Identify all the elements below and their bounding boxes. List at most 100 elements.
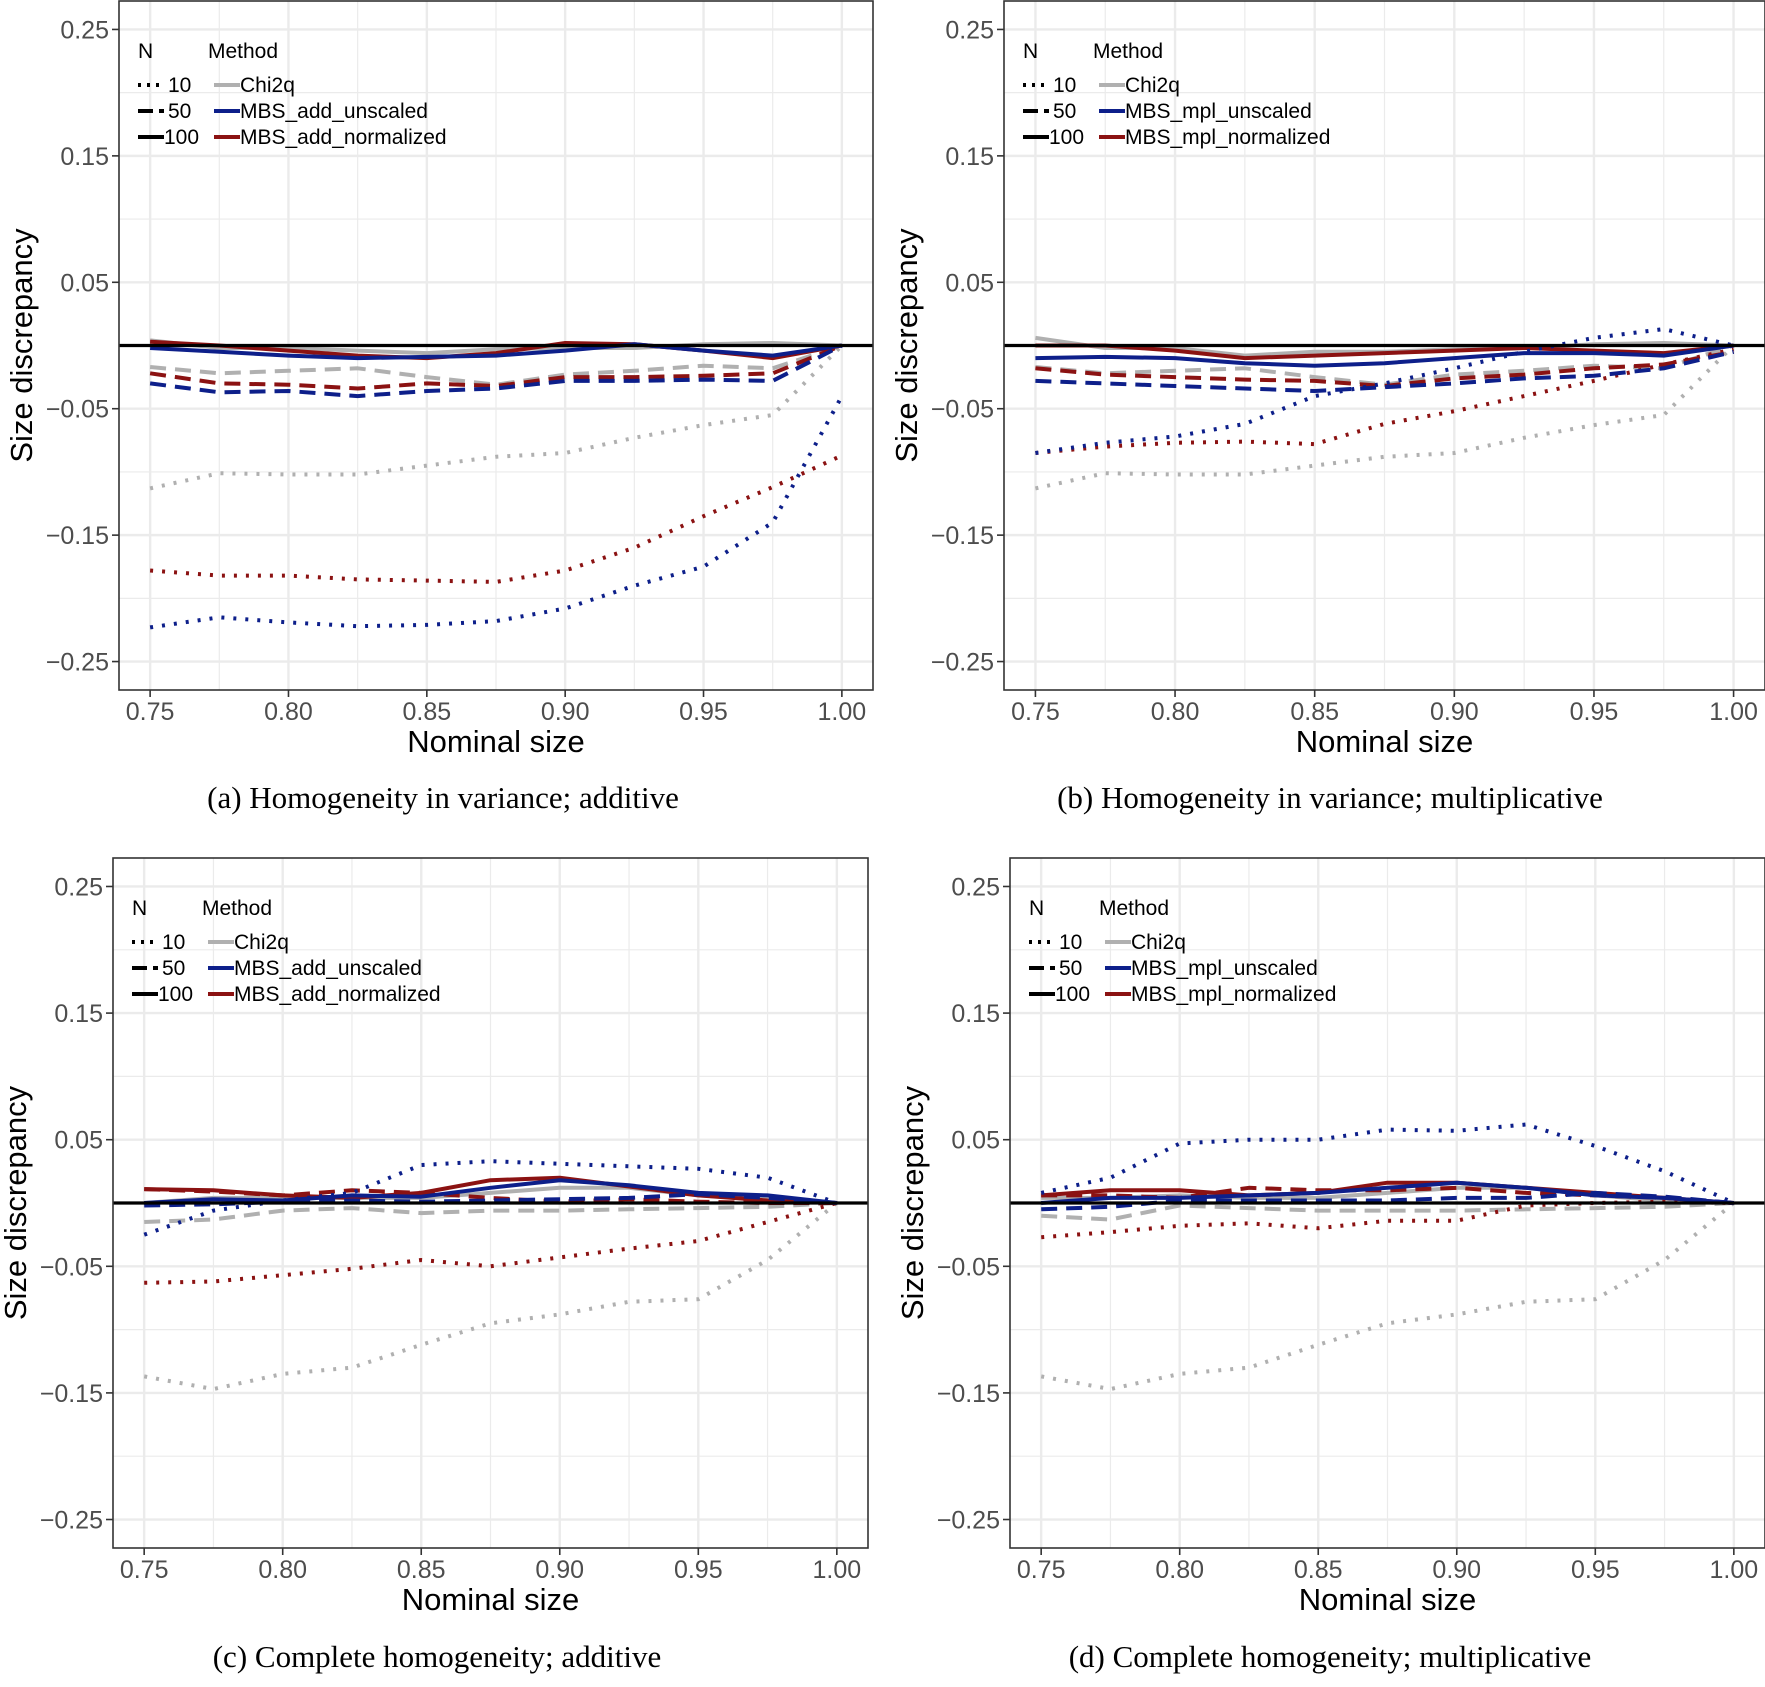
series-line-mbs-add-normalized-n10: [149, 453, 843, 584]
series-line-mbs-mpl-normalized-n100: [1035, 343, 1734, 361]
series-line-mbs-add-normalized-n50: [149, 343, 843, 391]
legend-label-method-3: MBS_add_normalized: [234, 983, 441, 1006]
y-tick-label: 0.25: [945, 16, 994, 44]
series-line-mbs-add-unscaled-n100: [149, 342, 843, 361]
y-axis-title: Size discrepancy: [4, 228, 39, 463]
y-tick-label: 0.25: [951, 873, 1000, 901]
series-lines: [1034, 327, 1736, 491]
x-tick-label: 0.80: [258, 1556, 307, 1584]
y-tick-label: 0.05: [54, 1127, 103, 1155]
legend-label-method-1: Chi2q: [234, 931, 289, 954]
series-lines: [149, 338, 844, 630]
y-tick-label: −0.15: [931, 522, 994, 550]
y-tick-label: 0.05: [60, 269, 109, 297]
y-tick-label: −0.05: [40, 1253, 103, 1281]
y-tick-label: −0.15: [40, 1380, 103, 1408]
y-tick-label: 0.15: [951, 1000, 1000, 1028]
x-tick-label: 0.80: [264, 698, 313, 726]
y-axis-title: Size discrepancy: [0, 1085, 33, 1320]
legend-label-n50: 50: [168, 100, 191, 123]
series-line-mbs-add-unscaled-n10: [143, 1159, 838, 1237]
series-line-mbs-add-unscaled-n100: [144, 1178, 838, 1205]
x-tick-label: 0.85: [1290, 698, 1339, 726]
x-tick-label: 0.75: [1011, 698, 1060, 726]
x-tick-label: 0.75: [120, 1556, 169, 1584]
legend-title-n: N: [1029, 897, 1044, 920]
x-tick-label: 0.90: [1432, 1556, 1481, 1584]
y-tick-label: 0.15: [60, 143, 109, 171]
x-tick-label: 0.85: [397, 1556, 446, 1584]
legend-label-n100: 100: [1049, 126, 1084, 149]
x-axis-title: Nominal size: [407, 724, 584, 759]
x-tick-label: 0.95: [1571, 1556, 1620, 1584]
x-tick-label: 0.85: [402, 698, 451, 726]
chart-panel-b: 0.75 0.80 0.85 0.90 0.95 1.00 0.25 0.15 0.05 −0.0…: [889, 0, 1765, 815]
legend-label-method-3: MBS_mpl_normalized: [1125, 126, 1330, 149]
x-tick-label: 0.95: [674, 1556, 723, 1584]
x-tick-label: 0.85: [1294, 1556, 1343, 1584]
panel-caption: (b) Homogeneity in variance; multiplicat…: [1057, 780, 1603, 815]
legend-label-n50: 50: [162, 957, 185, 980]
x-tick-label: 1.00: [1709, 698, 1758, 726]
panel-caption: (d) Complete homogeneity; multiplicative: [1069, 1639, 1592, 1674]
legend-label-n100: 100: [158, 983, 193, 1006]
x-tick-label: 1.00: [1709, 1556, 1758, 1584]
legend: N Method 10 Chi2q 50 MBS_mpl_unscaled 100 MBS_m…: [1029, 897, 1336, 1006]
x-tick-label: 0.95: [679, 698, 728, 726]
y-tick-label: 0.15: [54, 1000, 103, 1028]
chart-panel-d: 0.75 0.80 0.85 0.90 0.95 1.00 0.25 0.15 0.05 −0.0…: [895, 857, 1765, 1674]
series-line-mbs-mpl-normalized-n50: [1035, 349, 1734, 388]
legend-label-method-1: Chi2q: [1125, 74, 1180, 97]
y-tick-label: −0.25: [46, 649, 109, 677]
legend-title-method: Method: [202, 897, 272, 920]
chart-panel-c: 0.75 0.80 0.85 0.90 0.95 1.00 0.25 0.15 0.05 −0.0…: [0, 857, 869, 1674]
x-tick-label: 0.90: [1430, 698, 1479, 726]
legend-label-n10: 10: [1059, 931, 1082, 954]
x-axis-title: Nominal size: [1299, 1582, 1476, 1617]
y-tick-label: −0.15: [46, 522, 109, 550]
y-tick-label: −0.05: [931, 396, 994, 424]
legend-label-n50: 50: [1053, 100, 1076, 123]
x-tick-label: 0.95: [1570, 698, 1619, 726]
y-tick-label: 0.05: [951, 1127, 1000, 1155]
legend-label-n50: 50: [1059, 957, 1082, 980]
y-tick-label: −0.25: [40, 1507, 103, 1535]
legend-label-method-1: Chi2q: [240, 74, 295, 97]
series-line-chi2q-n50: [149, 343, 843, 387]
y-tick-label: 0.25: [60, 16, 109, 44]
legend-label-method-3: MBS_mpl_normalized: [1131, 983, 1336, 1006]
legend: N Method 10 Chi2q 50 MBS_add_unscaled 100 MBS_a…: [132, 897, 441, 1006]
x-tick-label: 0.80: [1151, 698, 1200, 726]
legend-label-method-2: MBS_mpl_unscaled: [1125, 100, 1312, 123]
series-line-chi2q-n50: [1041, 1201, 1734, 1222]
legend-label-method-1: Chi2q: [1131, 931, 1186, 954]
panel-caption: (c) Complete homogeneity; additive: [213, 1639, 662, 1674]
legend-label-n10: 10: [168, 74, 191, 97]
legend: N Method 10 Chi2q 50 MBS_mpl_unscaled 100 MBS_m…: [1023, 40, 1330, 149]
panel-border: [1009, 857, 1765, 1549]
y-tick-label: −0.05: [46, 396, 109, 424]
legend-title-n: N: [132, 897, 147, 920]
panel-border: [118, 0, 874, 691]
y-tick-label: 0.15: [945, 143, 994, 171]
x-tick-label: 1.00: [818, 698, 867, 726]
x-axis-title: Nominal size: [1296, 724, 1473, 759]
legend-title-n: N: [1023, 40, 1038, 63]
legend-title-n: N: [138, 40, 153, 63]
series-line-mbs-mpl-normalized-n10: [1035, 347, 1735, 455]
y-tick-label: −0.15: [937, 1380, 1000, 1408]
legend-label-method-2: MBS_add_unscaled: [234, 957, 422, 980]
legend-label-n100: 100: [164, 126, 199, 149]
y-tick-label: −0.25: [937, 1507, 1000, 1535]
series-line-mbs-add-unscaled-n10: [149, 395, 844, 630]
series-line-mbs-mpl-unscaled-n50: [1035, 349, 1735, 393]
x-tick-label: 0.90: [541, 698, 590, 726]
x-tick-label: 0.90: [535, 1556, 584, 1584]
legend-label-n100: 100: [1055, 983, 1090, 1006]
legend-label-n10: 10: [162, 931, 185, 954]
series-line-mbs-mpl-unscaled-n100: [1041, 1180, 1734, 1205]
y-tick-label: −0.05: [937, 1253, 1000, 1281]
x-tick-label: 0.75: [126, 698, 175, 726]
panel-border: [1003, 0, 1765, 691]
